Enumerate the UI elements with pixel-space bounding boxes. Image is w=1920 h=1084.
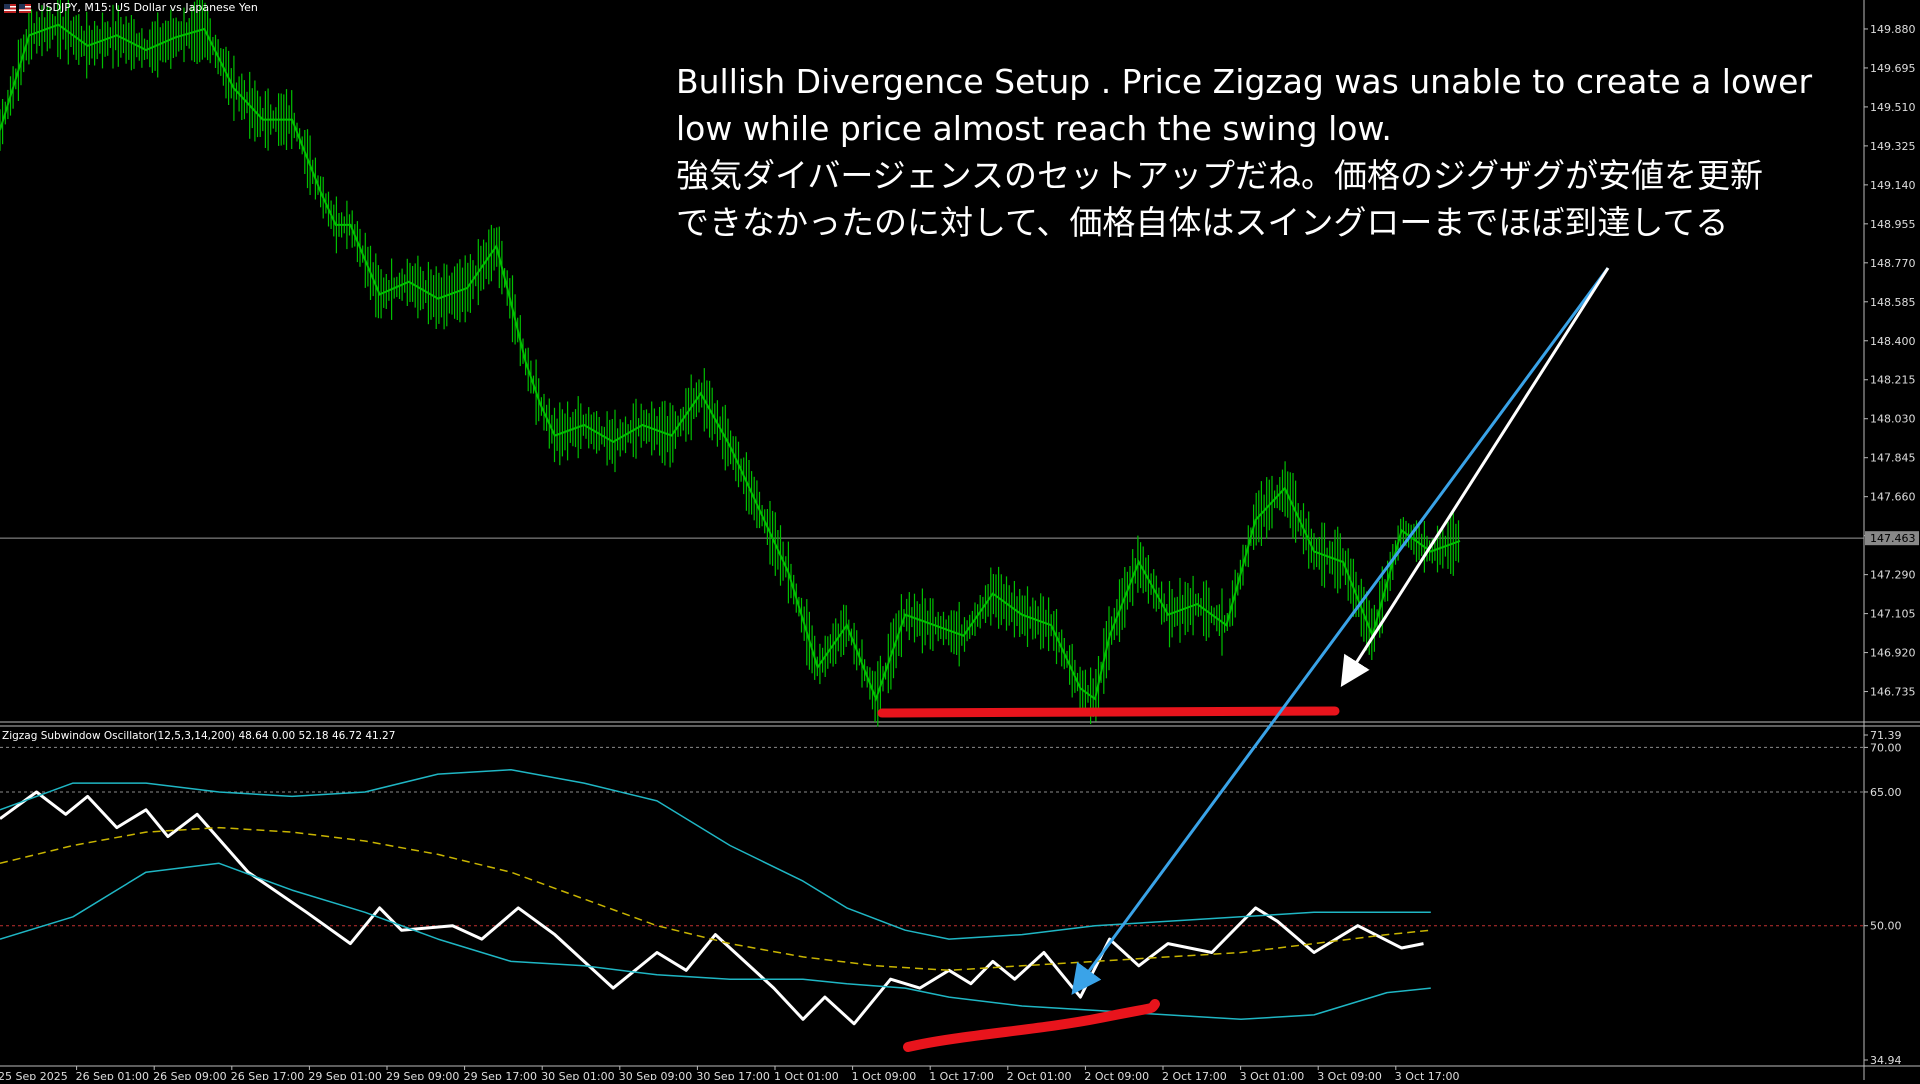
- price-tick-label: 148.215: [1870, 374, 1916, 387]
- oscillator-tick-label: 65.00: [1870, 786, 1902, 799]
- price-tick-label: 146.920: [1870, 647, 1916, 660]
- time-tick-label: 30 Sep 01:00: [541, 1070, 614, 1080]
- time-tick-label: 29 Sep 01:00: [308, 1070, 381, 1080]
- price-tick-label: 149.695: [1870, 62, 1916, 75]
- annotation-line-2: low while price almost reach the swing l…: [676, 109, 1392, 148]
- time-tick-label: 1 Oct 17:00: [929, 1070, 994, 1080]
- oscillator-low-highlight: [903, 999, 1160, 1052]
- price-tick-label: 148.400: [1870, 335, 1916, 348]
- time-tick-label: 1 Oct 09:00: [852, 1070, 917, 1080]
- price-tick-label: 147.660: [1870, 491, 1916, 504]
- time-tick-label: 3 Oct 17:00: [1395, 1070, 1460, 1080]
- price-tick-label: 148.030: [1870, 413, 1916, 426]
- time-tick-label: 26 Sep 09:00: [153, 1070, 226, 1080]
- price-tick-label: 147.290: [1870, 569, 1916, 582]
- oscillator-series-signal: [0, 826, 1431, 972]
- oscillator-series-upper-band: [0, 768, 1431, 940]
- time-tick-label: 29 Sep 17:00: [464, 1070, 537, 1080]
- us-flag-icon: [4, 3, 16, 13]
- divergence-arrow-white: [1340, 267, 1610, 688]
- time-tick-label: 3 Oct 01:00: [1240, 1070, 1305, 1080]
- oscillator-series-lower-band: [0, 862, 1431, 1021]
- time-tick-label: 30 Sep 17:00: [696, 1070, 769, 1080]
- time-tick-label: 26 Sep 17:00: [231, 1070, 304, 1080]
- annotation-line-4: できなかったのに対して、価格自体はスイングローまでほぼ到達してる: [676, 203, 1729, 242]
- jp-flag-icon: [19, 3, 31, 13]
- time-tick-label: 2 Oct 09:00: [1084, 1070, 1149, 1080]
- price-tick-label: 149.880: [1870, 23, 1916, 36]
- oscillator-tick-label: 50.00: [1870, 920, 1902, 933]
- time-tick-label: 2 Oct 17:00: [1162, 1070, 1227, 1080]
- indicator-label: Zigzag Subwindow Oscillator(12,5,3,14,20…: [2, 730, 396, 742]
- annotation-text: Bullish Divergence Setup . Price Zigzag …: [676, 58, 1836, 246]
- price-tick-label: 149.510: [1870, 101, 1916, 114]
- price-tick-label: 148.955: [1870, 218, 1916, 231]
- divergence-arrow-blue: [1071, 267, 1610, 995]
- price-tick-label: 147.845: [1870, 452, 1916, 465]
- time-tick-label: 25 Sep 2025: [0, 1070, 68, 1080]
- price-tick-label: 149.325: [1870, 140, 1916, 153]
- price-tick-label: 149.140: [1870, 179, 1916, 192]
- time-tick-label: 2 Oct 01:00: [1007, 1070, 1072, 1080]
- time-tick-label: 29 Sep 09:00: [386, 1070, 459, 1080]
- time-tick-label: 26 Sep 01:00: [76, 1070, 149, 1080]
- oscillator-tick-label: 70.00: [1870, 741, 1902, 754]
- current-price-label: 147.463: [1870, 532, 1916, 545]
- time-tick-label: 30 Sep 09:00: [619, 1070, 692, 1080]
- chart-header: USDJPY, M15: US Dollar vs Japanese Yen: [4, 1, 258, 14]
- time-tick-label: 3 Oct 09:00: [1317, 1070, 1382, 1080]
- oscillator-series-zigzag: [0, 790, 1424, 1026]
- annotation-line-1: Bullish Divergence Setup . Price Zigzag …: [676, 62, 1813, 101]
- oscillator-tick-label: 34.94: [1870, 1054, 1902, 1067]
- price-tick-label: 147.105: [1870, 608, 1916, 621]
- current-price-badge: [1865, 531, 1919, 546]
- price-tick-label: 146.735: [1870, 686, 1916, 699]
- oscillator-tick-label: 71.39: [1870, 729, 1902, 742]
- price-bars: [0, 0, 1460, 727]
- price-tick-label: 148.770: [1870, 257, 1916, 270]
- price-tick-label: 148.585: [1870, 296, 1916, 309]
- time-tick-label: 1 Oct 01:00: [774, 1070, 839, 1080]
- price-low-highlight: [877, 706, 1340, 718]
- annotation-line-3: 強気ダイバージェンスのセットアップだね。価格のジグザグが安値を更新: [676, 156, 1764, 195]
- symbol-label: USDJPY, M15: US Dollar vs Japanese Yen: [37, 1, 258, 14]
